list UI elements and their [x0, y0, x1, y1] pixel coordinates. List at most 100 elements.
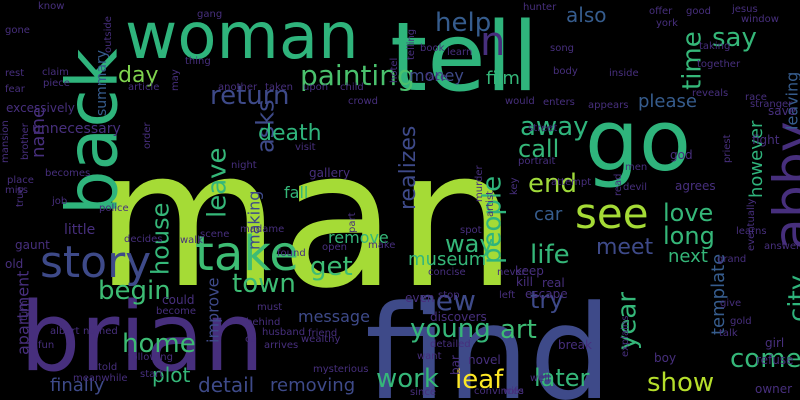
- word-summary: summary: [94, 50, 110, 116]
- word-rest: rest: [5, 68, 24, 79]
- word-another: another: [218, 82, 258, 93]
- word-murder: murder: [474, 164, 485, 202]
- word-n: n: [480, 19, 505, 65]
- word-convinces: convinces: [474, 386, 524, 397]
- word-car: car: [534, 204, 563, 225]
- word-little: little: [64, 222, 95, 238]
- word-woman: woman: [125, 0, 359, 74]
- word-unnecessary: unnecessary: [32, 121, 121, 137]
- word-painting: painting: [300, 59, 415, 92]
- word-money: money: [409, 66, 464, 85]
- word-order: order: [142, 121, 153, 149]
- word-reveals: reveals: [692, 88, 728, 99]
- word-stop: stop: [438, 290, 460, 301]
- word-mansion: mansion: [0, 120, 11, 163]
- word-named: named: [83, 326, 118, 337]
- word-try: try: [530, 286, 563, 314]
- word-spot: spot: [460, 225, 482, 236]
- word-owner: owner: [755, 382, 792, 396]
- word-start: start: [140, 369, 163, 380]
- word-night: night: [231, 160, 257, 171]
- word-town: town: [232, 269, 296, 299]
- word-fight: fight: [752, 133, 780, 147]
- word-could: could: [162, 293, 195, 307]
- word-say: say: [712, 23, 757, 53]
- word-people: people: [477, 176, 507, 264]
- word-film: film: [486, 68, 520, 89]
- word-make: make: [368, 240, 395, 251]
- word-brian: brian: [20, 283, 264, 393]
- word-art: art: [500, 315, 537, 345]
- word-kill: kill: [516, 275, 533, 289]
- word-friend: friend: [308, 328, 337, 339]
- word-year: year: [612, 292, 642, 350]
- word-meet: meet: [596, 235, 654, 260]
- word-place: place: [7, 175, 34, 186]
- word-article: article: [128, 82, 159, 93]
- word-thing: thing: [185, 56, 211, 67]
- word-brother: brother: [20, 122, 31, 160]
- word-wealthy: wealthy: [301, 334, 340, 345]
- word-know: know: [38, 1, 64, 12]
- word-house: house: [147, 203, 175, 275]
- word-artist: artist: [485, 191, 496, 217]
- word-apartment: apartment: [13, 271, 32, 355]
- word-crowd: crowd: [348, 96, 378, 107]
- word-even: even: [405, 291, 434, 305]
- word-discovers: discovers: [430, 310, 487, 324]
- word-take: take: [195, 226, 299, 282]
- word-told: told: [98, 362, 117, 373]
- word-next: next: [668, 246, 708, 267]
- word-well: well: [530, 373, 550, 384]
- word-show: show: [647, 368, 714, 398]
- word-help: help: [435, 8, 491, 38]
- word-police: police: [99, 203, 129, 214]
- word-bar: bar: [448, 355, 462, 375]
- word-come: come: [730, 344, 800, 374]
- word-gone: gone: [5, 25, 30, 36]
- word-become: become: [156, 306, 196, 317]
- word-stranger: stranger: [750, 99, 793, 110]
- word-city: city: [783, 275, 800, 322]
- word-following: following: [128, 352, 173, 363]
- word-upon: upon: [303, 82, 328, 93]
- word-removing: removing: [270, 375, 355, 396]
- word-gold: gold: [730, 316, 752, 327]
- word-priest: priest: [722, 134, 733, 163]
- word-open: open: [322, 242, 347, 253]
- word-outside: outside: [103, 16, 114, 53]
- word-plot: plot: [152, 363, 190, 387]
- word-day: day: [118, 63, 158, 88]
- word-face: face: [425, 72, 446, 83]
- word-keep: keep: [515, 264, 544, 278]
- word-never: never: [497, 267, 527, 278]
- word-refuse: refuse: [756, 353, 794, 367]
- word-enters: enters: [543, 97, 575, 108]
- word-hotel: hotel: [389, 58, 400, 83]
- word-call: call: [518, 135, 559, 163]
- word-end: end: [528, 169, 577, 199]
- word-message: message: [298, 307, 370, 326]
- word-gaunt: gaunt: [15, 238, 50, 252]
- word-visit: visit: [295, 142, 316, 153]
- word-claim: claim: [42, 67, 69, 78]
- word-time: time: [677, 31, 707, 90]
- word-walk: walk: [180, 235, 203, 246]
- word-detailed: detailed: [430, 339, 471, 350]
- word-death: death: [258, 121, 322, 146]
- word-museum: museum: [408, 249, 486, 270]
- word-talk: talk: [719, 328, 738, 339]
- word-since: since: [410, 387, 436, 398]
- word-man: man: [95, 109, 517, 330]
- word-husband: husband: [262, 327, 305, 338]
- word-arrives: arrives: [264, 340, 298, 351]
- word-may: may: [170, 69, 181, 91]
- word-tell: tell: [390, 3, 538, 113]
- word-concise: concise: [428, 267, 466, 278]
- word-fall: fall: [284, 183, 308, 202]
- word-real: real: [542, 276, 565, 290]
- word-taken: taken: [265, 82, 293, 93]
- word-template: template: [708, 254, 729, 335]
- word-key: key: [509, 177, 520, 195]
- word-learns: learns: [736, 226, 767, 237]
